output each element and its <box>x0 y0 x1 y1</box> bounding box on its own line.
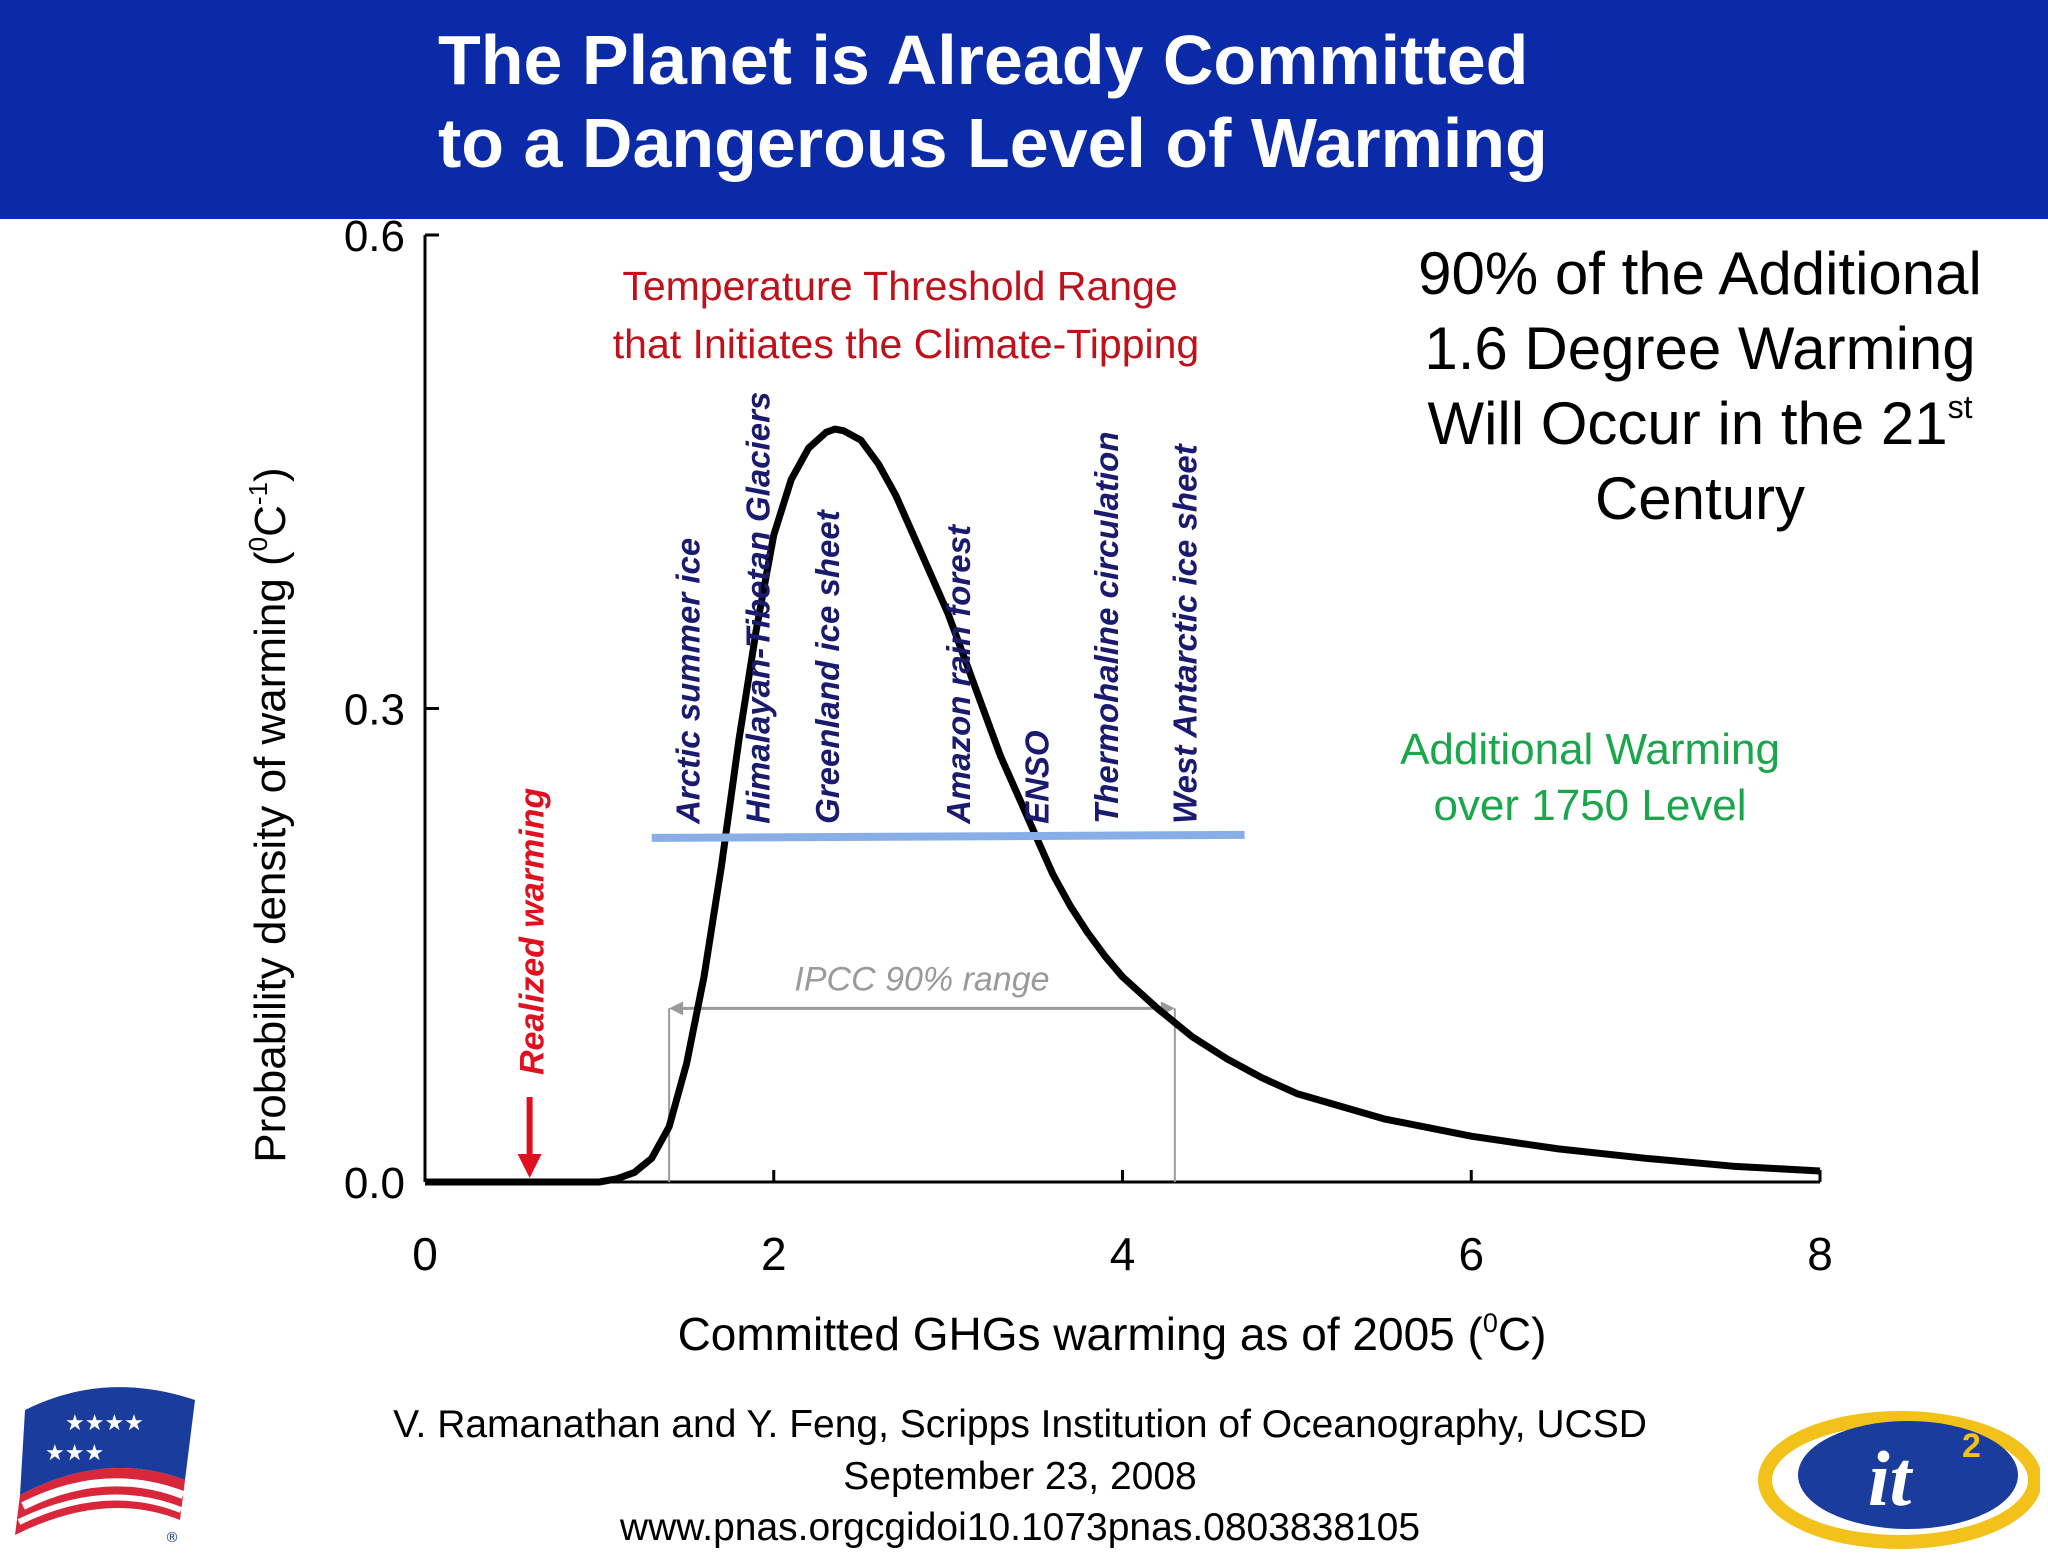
x-axis-label: Committed GHGs warming as of 2005 (0C) <box>678 1308 1547 1360</box>
realized-warming-arrow-head <box>517 1154 542 1178</box>
svg-text:2: 2 <box>1962 1427 1981 1465</box>
threshold-range-label-line2: that Initiates the Climate-Tipping <box>613 321 1199 367</box>
x-tick-label: 6 <box>1458 1228 1484 1280</box>
note-line-1: 90% of the Additional <box>1418 240 1982 307</box>
svg-text:★★★: ★★★ <box>45 1441 104 1466</box>
x-tick-label: 8 <box>1807 1228 1833 1280</box>
threshold-layer <box>651 830 1245 842</box>
green-line-1: Additional Warming <box>1400 725 1780 774</box>
tipping-element-label: Himalayan-Tibetan Glaciers <box>739 392 776 824</box>
svg-text:®: ® <box>165 1530 179 1546</box>
x-tick-label: 4 <box>1110 1228 1136 1280</box>
threshold-range-label-line1: Temperature Threshold Range <box>622 263 1177 309</box>
ipcc-range: IPCC 90% range <box>668 960 1176 1182</box>
additional-warming-note: 90% of the Additional 1.6 Degree Warming… <box>1360 236 2040 536</box>
note-line-2: 1.6 Degree Warming <box>1424 315 1976 382</box>
curve-layer <box>425 425 1821 1186</box>
title-line-1: The Planet is Already Committed <box>438 21 1529 99</box>
tipping-element-label: Greenland ice sheet <box>809 508 846 824</box>
citation-date: September 23, 2008 <box>843 1455 1197 1498</box>
tipping-elements: Arctic summer ice Himalayan-Tibetan Glaci… <box>670 392 1204 825</box>
it2-logo: it 2 <box>1758 1411 2040 1549</box>
tipping-element-label: ENSO <box>1018 730 1055 824</box>
y-tick-label: 0.3 <box>344 686 405 735</box>
tipping-element-label: Amazon rain forest <box>940 523 977 825</box>
svg-text:★★★★: ★★★★ <box>65 1411 144 1436</box>
ipcc-left-arrow <box>669 1001 684 1016</box>
y-tick-label: 0.0 <box>344 1159 405 1208</box>
title-banner: The Planet is Already Committed to a Dan… <box>0 0 2048 219</box>
threshold-line <box>651 830 1245 842</box>
realized-warming-label: Realized warming <box>514 788 552 1075</box>
tipping-element-label: West Antarctic ice sheet <box>1167 442 1204 824</box>
y-axis-label: Probability density of warming (0C-1) <box>243 467 295 1162</box>
title-line-2: to a Dangerous Level of Warming <box>438 104 1548 182</box>
note-line-4: Century <box>1594 465 1806 532</box>
warming-probability-chart: Probability density of warming (0C-1) Co… <box>243 219 1833 1360</box>
flag-ribbon-logo: ★★★★ ★★★ ® <box>15 1387 195 1546</box>
probability-curve <box>425 425 1821 1186</box>
green-line-2: over 1750 Level <box>1433 781 1747 830</box>
x-tick-label: 0 <box>412 1228 438 1280</box>
svg-text:it: it <box>1868 1435 1914 1522</box>
citation-doi: www.pnas.orgcgidoi10.1073pnas.0803838105 <box>619 1506 1421 1549</box>
tipping-element-label: Arctic summer ice <box>670 538 707 825</box>
citation-authors: V. Ramanathan and Y. Feng, Scripps Insti… <box>393 1403 1647 1446</box>
tipping-element-label: Thermohaline circulation <box>1088 432 1125 824</box>
x-tick-label: 2 <box>761 1228 787 1280</box>
ipcc-range-label: IPCC 90% range <box>794 960 1049 998</box>
additional-warming-label: Additional Warming over 1750 Level <box>1330 722 1850 834</box>
realized-warming-marker: Realized warming <box>514 788 552 1178</box>
axes: 0 2 4 6 8 0.0 0.3 0.6 <box>344 219 1833 1280</box>
y-tick-label: 0.6 <box>344 219 405 261</box>
note-line-3: Will Occur in the 21st <box>1427 389 1973 457</box>
